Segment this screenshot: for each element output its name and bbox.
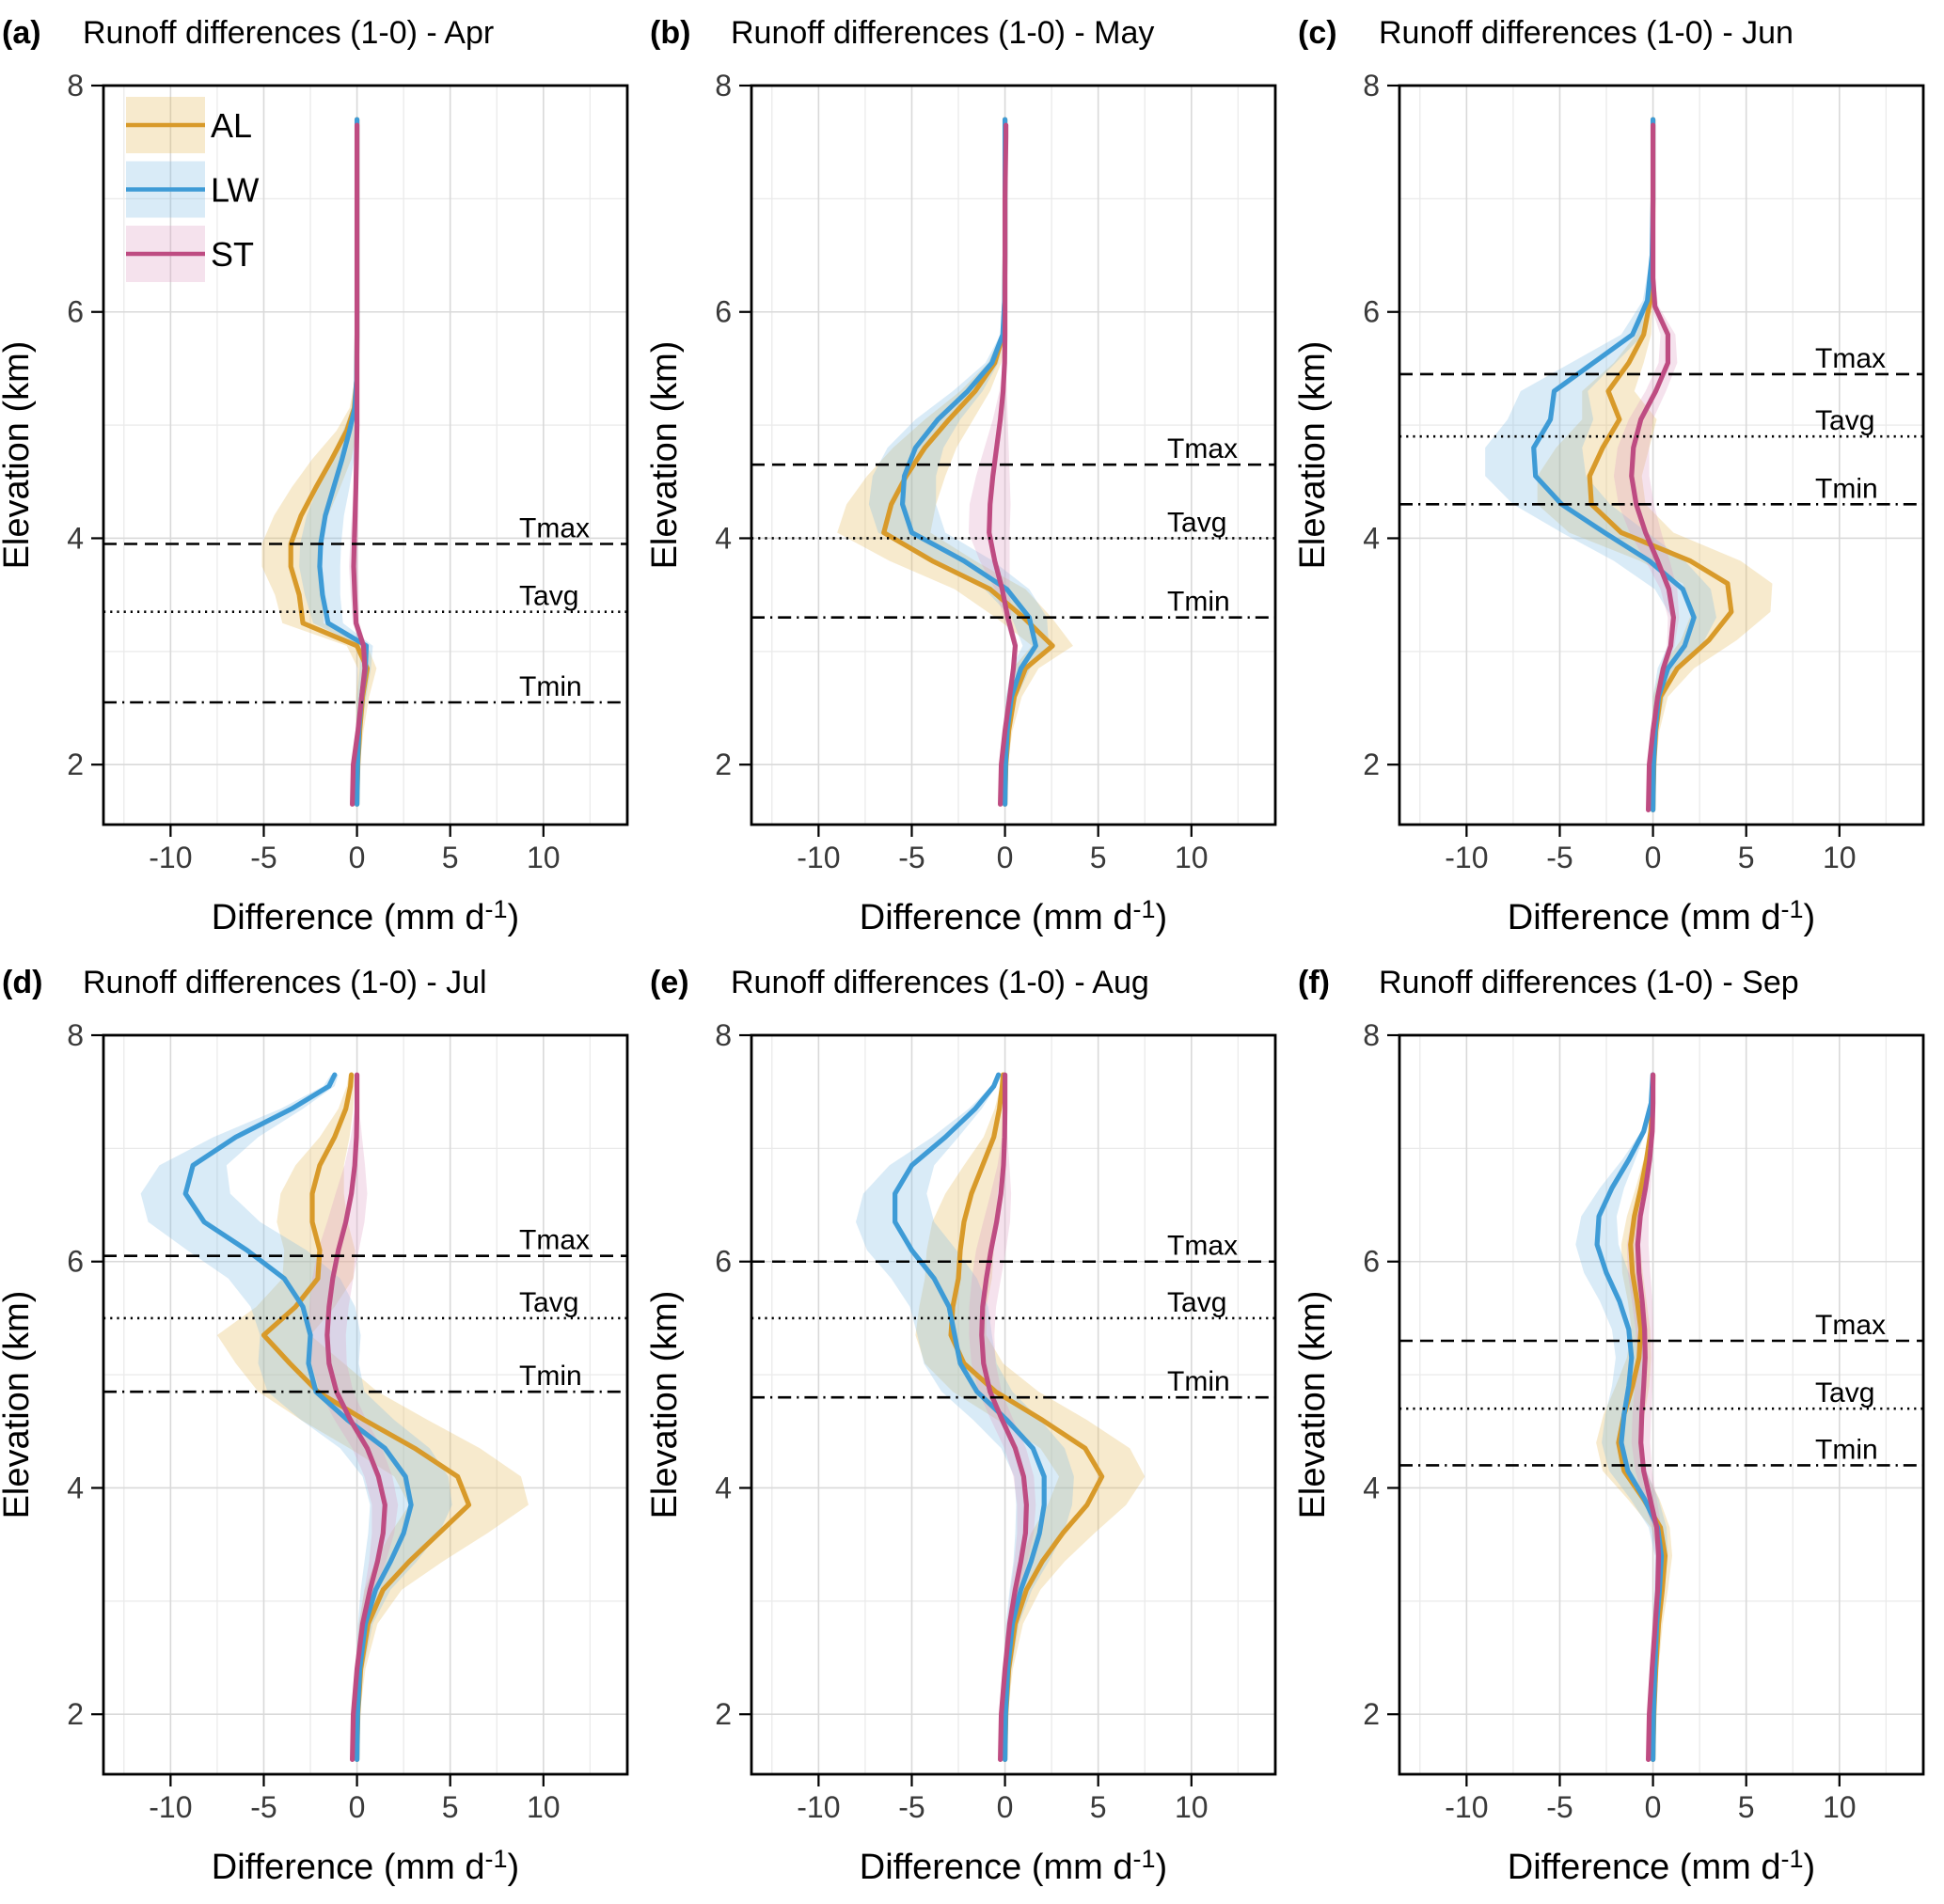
svg-text:6: 6: [715, 295, 732, 329]
svg-text:4: 4: [67, 1471, 84, 1504]
svg-text:Runoff differences (1-0) - Jun: Runoff differences (1-0) - Jun: [1379, 15, 1794, 51]
svg-text:5: 5: [442, 841, 459, 874]
svg-text:(c): (c): [1298, 15, 1337, 51]
svg-text:-5: -5: [250, 1790, 277, 1824]
svg-text:10: 10: [1823, 841, 1857, 874]
svg-text:-5: -5: [1546, 841, 1573, 874]
svg-text:Tavg: Tavg: [1167, 1287, 1226, 1318]
svg-text:6: 6: [67, 295, 84, 329]
svg-text:Tmin: Tmin: [519, 1361, 582, 1392]
svg-text:2: 2: [1363, 1697, 1380, 1731]
svg-text:6: 6: [1363, 1245, 1380, 1279]
svg-text:Tmax: Tmax: [1167, 433, 1238, 464]
svg-text:Tmin: Tmin: [1167, 587, 1230, 618]
svg-text:-10: -10: [149, 841, 192, 874]
svg-text:4: 4: [715, 1471, 732, 1504]
svg-text:(d): (d): [2, 965, 42, 1000]
svg-text:Tmax: Tmax: [1167, 1231, 1238, 1262]
svg-text:-10: -10: [1445, 841, 1488, 874]
svg-text:0: 0: [349, 1790, 366, 1824]
svg-text:Tmax: Tmax: [1815, 1310, 1886, 1341]
svg-text:2: 2: [1363, 747, 1380, 781]
svg-text:0: 0: [1645, 1790, 1662, 1824]
svg-text:2: 2: [67, 747, 84, 781]
svg-text:8: 8: [1363, 69, 1380, 102]
svg-text:(b): (b): [650, 15, 690, 51]
svg-text:8: 8: [715, 69, 732, 102]
svg-text:10: 10: [527, 1790, 561, 1824]
svg-text:Tmin: Tmin: [1167, 1366, 1230, 1397]
svg-text:(f): (f): [1298, 965, 1330, 1000]
svg-text:Difference (mm d-1): Difference (mm d-1): [212, 1845, 519, 1887]
svg-text:Tavg: Tavg: [1815, 405, 1874, 436]
svg-text:Runoff differences (1-0) - May: Runoff differences (1-0) - May: [731, 15, 1154, 51]
svg-text:Elevation (km): Elevation (km): [648, 341, 685, 570]
svg-text:2: 2: [67, 1697, 84, 1731]
svg-text:4: 4: [1363, 1471, 1380, 1504]
svg-text:Tmax: Tmax: [519, 1225, 590, 1256]
svg-text:-10: -10: [149, 1790, 192, 1824]
svg-text:8: 8: [715, 1018, 732, 1052]
svg-text:Elevation (km): Elevation (km): [1296, 1291, 1333, 1519]
svg-text:-10: -10: [797, 841, 840, 874]
svg-text:Tmin: Tmin: [1815, 473, 1878, 504]
svg-text:Tavg: Tavg: [519, 581, 578, 612]
svg-text:-5: -5: [250, 841, 277, 874]
svg-text:Tavg: Tavg: [1167, 507, 1226, 538]
svg-text:Difference (mm d-1): Difference (mm d-1): [1508, 1845, 1815, 1887]
svg-text:8: 8: [67, 1018, 84, 1052]
svg-text:10: 10: [1823, 1790, 1857, 1824]
svg-text:8: 8: [1363, 1018, 1380, 1052]
svg-text:-5: -5: [898, 841, 925, 874]
svg-text:8: 8: [67, 69, 84, 102]
svg-text:Difference (mm d-1): Difference (mm d-1): [1508, 895, 1815, 937]
svg-text:-10: -10: [797, 1790, 840, 1824]
svg-text:Tavg: Tavg: [1815, 1377, 1874, 1408]
svg-text:6: 6: [67, 1245, 84, 1279]
svg-text:6: 6: [1363, 295, 1380, 329]
svg-text:0: 0: [997, 1790, 1014, 1824]
svg-text:-5: -5: [898, 1790, 925, 1824]
svg-text:Tmin: Tmin: [519, 671, 582, 702]
svg-text:0: 0: [997, 841, 1014, 874]
svg-text:(a): (a): [2, 15, 41, 51]
svg-text:10: 10: [1175, 1790, 1209, 1824]
svg-text:Elevation (km): Elevation (km): [0, 1291, 37, 1519]
svg-text:10: 10: [527, 841, 561, 874]
svg-text:Difference (mm d-1): Difference (mm d-1): [212, 895, 519, 937]
svg-text:-10: -10: [1445, 1790, 1488, 1824]
svg-text:4: 4: [67, 521, 84, 555]
svg-text:5: 5: [442, 1790, 459, 1824]
svg-text:-5: -5: [1546, 1790, 1573, 1824]
svg-text:5: 5: [1738, 841, 1755, 874]
svg-text:0: 0: [349, 841, 366, 874]
svg-text:4: 4: [1363, 521, 1380, 555]
svg-text:5: 5: [1090, 841, 1107, 874]
svg-text:6: 6: [715, 1245, 732, 1279]
svg-text:(e): (e): [650, 965, 689, 1000]
svg-text:Elevation (km): Elevation (km): [648, 1291, 685, 1519]
svg-text:Tmax: Tmax: [519, 512, 590, 543]
svg-text:Elevation (km): Elevation (km): [1296, 341, 1333, 570]
svg-text:Runoff differences (1-0) - Aug: Runoff differences (1-0) - Aug: [731, 965, 1149, 1000]
svg-text:Tavg: Tavg: [519, 1287, 578, 1318]
svg-text:Elevation (km): Elevation (km): [0, 341, 37, 570]
svg-text:Tmax: Tmax: [1815, 343, 1886, 374]
svg-text:LW: LW: [211, 171, 259, 210]
svg-text:Difference (mm d-1): Difference (mm d-1): [860, 895, 1167, 937]
svg-text:Tmin: Tmin: [1815, 1434, 1878, 1465]
svg-text:2: 2: [715, 1697, 732, 1731]
svg-text:Runoff differences (1-0) - Sep: Runoff differences (1-0) - Sep: [1379, 965, 1799, 1000]
svg-text:10: 10: [1175, 841, 1209, 874]
svg-text:AL: AL: [211, 106, 252, 145]
svg-text:Runoff differences (1-0) - Apr: Runoff differences (1-0) - Apr: [83, 15, 494, 51]
svg-text:0: 0: [1645, 841, 1662, 874]
svg-text:5: 5: [1090, 1790, 1107, 1824]
svg-text:Runoff differences (1-0) - Jul: Runoff differences (1-0) - Jul: [83, 965, 487, 1000]
svg-text:2: 2: [715, 747, 732, 781]
svg-text:ST: ST: [211, 235, 254, 274]
svg-text:4: 4: [715, 521, 732, 555]
svg-text:5: 5: [1738, 1790, 1755, 1824]
svg-text:Difference (mm d-1): Difference (mm d-1): [860, 1845, 1167, 1887]
